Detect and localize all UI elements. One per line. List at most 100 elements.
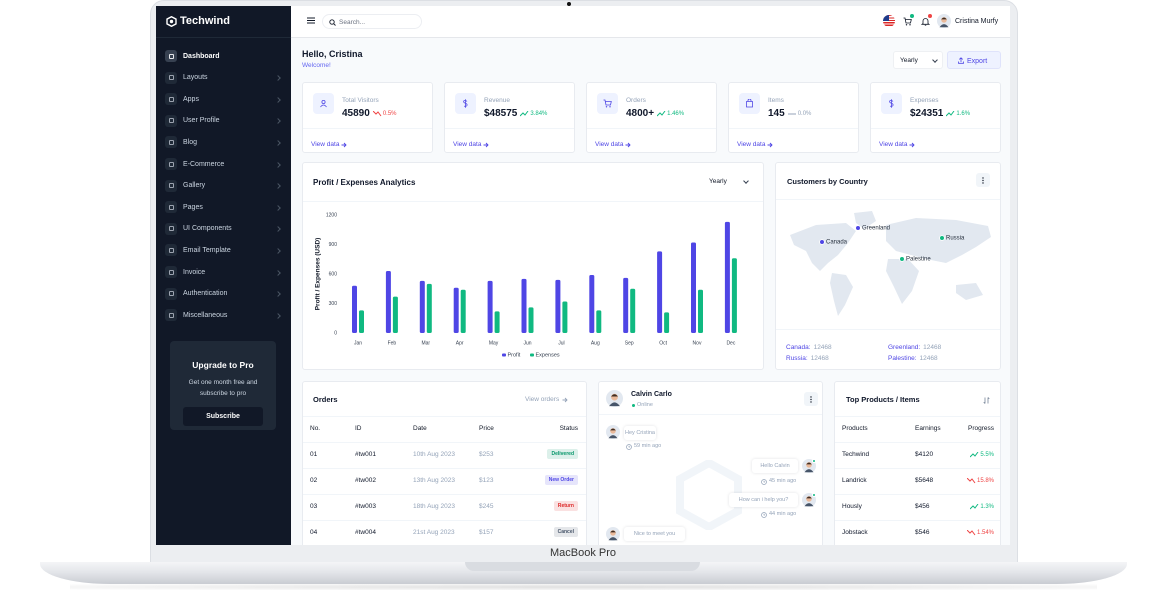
view-data-link[interactable]: View data bbox=[311, 142, 347, 149]
menu-item[interactable]: Pages bbox=[164, 199, 283, 215]
cart-badge bbox=[910, 14, 914, 18]
menu-toggle-shape bbox=[307, 18, 315, 23]
menu-label: Pages bbox=[183, 204, 203, 211]
view-data-link[interactable]: View data bbox=[737, 142, 773, 149]
cart-icon-shape bbox=[906, 24, 907, 25]
chat-time: 59 min ago bbox=[634, 444, 661, 450]
stat-icon-shape bbox=[321, 105, 327, 107]
menu-item[interactable]: E-Commerce bbox=[164, 156, 283, 172]
map-divider bbox=[776, 329, 1001, 330]
export-button[interactable]: Export bbox=[947, 51, 1001, 69]
orders-card: OrdersView ordersNo.IDDatePriceStatus01#… bbox=[302, 381, 587, 545]
country-stat: Greenland:12468 bbox=[888, 345, 941, 352]
menu-label: Apps bbox=[183, 96, 199, 103]
menu-item[interactable]: Blog bbox=[164, 134, 283, 150]
menu-item[interactable]: Gallery bbox=[164, 178, 283, 194]
sort-icon[interactable] bbox=[983, 397, 990, 404]
product-progress: 1.3% bbox=[970, 504, 994, 510]
menu-item[interactable]: Miscellaneous bbox=[164, 307, 283, 323]
map-marker bbox=[856, 226, 861, 231]
trend-icon bbox=[967, 478, 976, 484]
x-tick-label: Aug bbox=[591, 340, 600, 346]
view-orders-link[interactable]: View orders bbox=[525, 397, 568, 404]
country-stat: Palestine:12468 bbox=[888, 356, 938, 363]
export-icon bbox=[958, 57, 964, 64]
orders-column-header: Price bbox=[479, 426, 494, 433]
trend-wrap bbox=[970, 504, 980, 510]
menu-item[interactable]: User Profile bbox=[164, 113, 283, 129]
stat-change: 3.84% bbox=[530, 111, 547, 117]
more-button[interactable] bbox=[804, 392, 818, 406]
product-row-divider bbox=[835, 494, 1001, 495]
chat-time: 45 min ago bbox=[769, 479, 796, 485]
order-date: 21st Aug 2023 bbox=[413, 530, 455, 537]
trend-icon-shape bbox=[967, 478, 975, 483]
x-tick-label: Dec bbox=[726, 340, 735, 346]
menu-icon-glyph bbox=[169, 75, 174, 80]
trend-icon bbox=[788, 111, 797, 117]
subscribe-button[interactable]: Subscribe bbox=[183, 407, 263, 426]
menu-item[interactable]: Email Template bbox=[164, 242, 283, 258]
menu-label: Dashboard bbox=[183, 53, 220, 60]
bar bbox=[461, 290, 466, 333]
period-select[interactable]: Yearly bbox=[893, 51, 943, 69]
stat-value: 145 bbox=[768, 108, 785, 119]
chat-bubble: Hey Cristina bbox=[624, 426, 656, 440]
arrow-icon-shape bbox=[563, 398, 568, 402]
menu-item[interactable]: Authentication bbox=[164, 286, 283, 302]
y-tick-label: 1200 bbox=[326, 212, 337, 218]
bar bbox=[420, 281, 425, 333]
trend-icon-shape bbox=[967, 530, 975, 535]
map-label: Palestine bbox=[906, 257, 931, 263]
clock-icon bbox=[626, 444, 632, 450]
bar bbox=[352, 286, 357, 333]
order-status: Delivered bbox=[547, 449, 578, 459]
link-arrow-wrap bbox=[909, 142, 915, 148]
bell-icon[interactable] bbox=[921, 17, 930, 26]
chevron-down bbox=[932, 57, 938, 63]
stat-label: Total Visitors bbox=[342, 98, 379, 105]
chevron bbox=[275, 183, 281, 189]
menu-item[interactable]: Layouts bbox=[164, 70, 283, 86]
chart: 03006009001200Profit / Expenses (USD)Jan… bbox=[303, 163, 764, 370]
view-data-link[interactable]: View data bbox=[453, 142, 489, 149]
trend-wrap bbox=[967, 478, 977, 484]
stat-icon-shape bbox=[464, 99, 467, 107]
kebab-icon-shape bbox=[810, 398, 811, 399]
welcome: Welcome! bbox=[302, 63, 331, 70]
view-data-label: View data bbox=[737, 142, 765, 149]
bar bbox=[495, 311, 500, 333]
bar bbox=[589, 275, 594, 333]
stat-divider bbox=[729, 128, 859, 129]
menu-item[interactable]: Dashboard bbox=[164, 48, 283, 64]
stat-divider bbox=[303, 128, 433, 129]
export-icon-shape bbox=[959, 58, 964, 64]
trend-icon bbox=[657, 111, 666, 117]
view-data-label: View data bbox=[879, 142, 907, 149]
menu-toggle[interactable] bbox=[307, 17, 315, 24]
topbar: Search...Cristina Murfy bbox=[291, 6, 1010, 38]
bar bbox=[596, 310, 601, 333]
bell-icon-shape bbox=[922, 19, 929, 25]
trend-icon-shape bbox=[373, 111, 381, 116]
view-data-link[interactable]: View data bbox=[595, 142, 631, 149]
bar bbox=[488, 281, 493, 333]
menu-item[interactable]: UI Components bbox=[164, 221, 283, 237]
menu-icon-glyph bbox=[169, 270, 174, 275]
stat-value: $48575 bbox=[484, 108, 517, 119]
menu-icon-glyph bbox=[169, 291, 174, 296]
view-data-link[interactable]: View data bbox=[879, 142, 915, 149]
menu-item[interactable]: Apps bbox=[164, 91, 283, 107]
screen: TechwindDashboardLayoutsAppsUser Profile… bbox=[156, 6, 1010, 545]
trend-icon bbox=[373, 111, 382, 117]
bar bbox=[657, 251, 662, 333]
avatar bbox=[606, 527, 620, 541]
orders-column-header: Status bbox=[560, 426, 578, 433]
menu-item[interactable]: Invoice bbox=[164, 264, 283, 280]
product-progress: 15.8% bbox=[967, 478, 994, 484]
menu-label: Miscellaneous bbox=[183, 312, 227, 319]
search-box[interactable]: Search... bbox=[322, 14, 422, 29]
cart-icon[interactable] bbox=[903, 17, 912, 26]
country-stat: Canada:12468 bbox=[786, 345, 832, 352]
